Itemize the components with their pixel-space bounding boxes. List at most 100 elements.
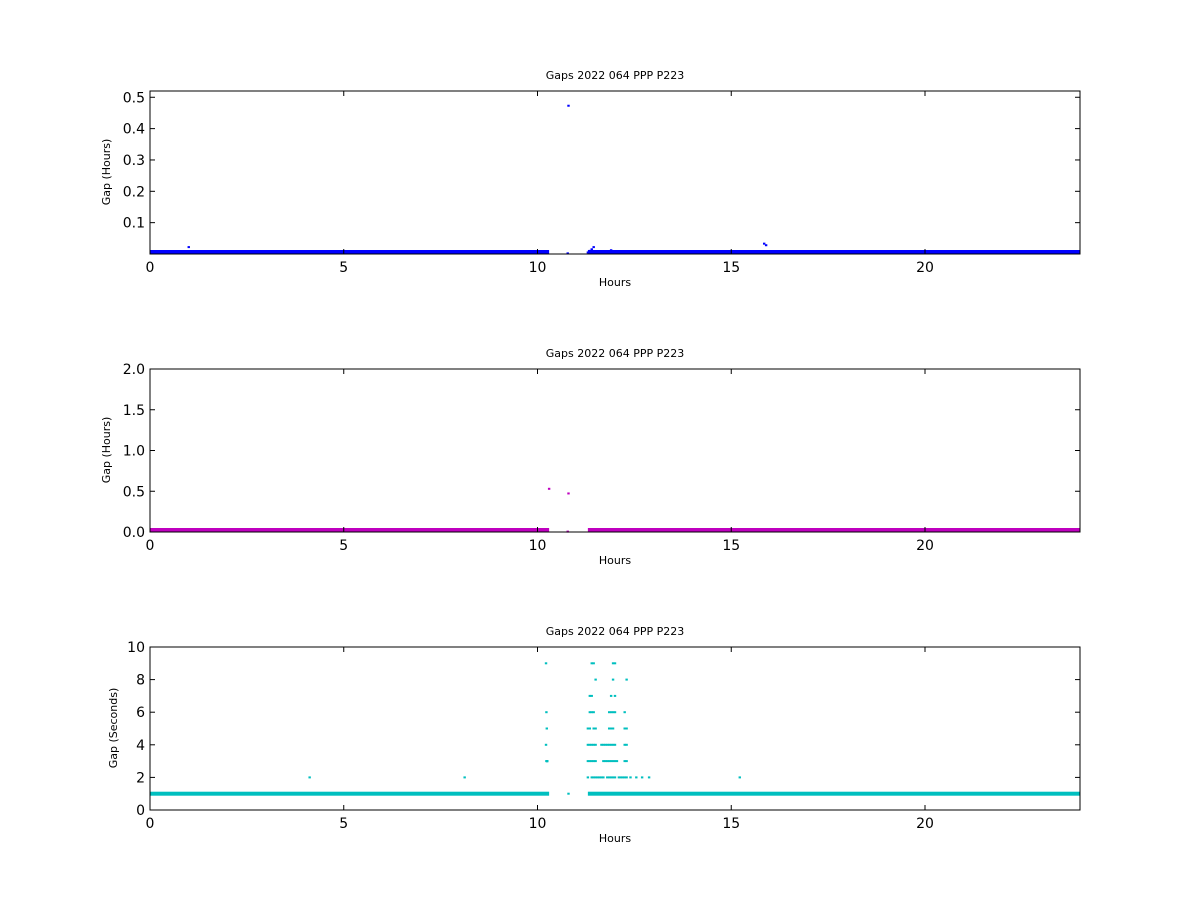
y-tick-label: 1.5: [123, 403, 145, 419]
chart-panel-1: Gaps 2022 064 PPP P223 Hours Gap (Hours)…: [100, 69, 1081, 289]
chart-title-1: Gaps 2022 064 PPP P223: [546, 69, 684, 82]
plot-frame-3: [149, 646, 1081, 811]
data-point: [629, 776, 632, 779]
data-point: [590, 760, 593, 763]
y-axis-label-3: Gap (Seconds): [107, 688, 120, 769]
data-point: [635, 776, 638, 779]
data-point: [607, 776, 611, 779]
data-point: [625, 727, 628, 730]
data-point: [609, 711, 613, 714]
baseline-band-2-2: [587, 528, 1080, 532]
data-point: [606, 760, 609, 763]
x-tick-label: 0: [146, 538, 155, 554]
chart-title-2: Gaps 2022 064 PPP P223: [546, 347, 684, 360]
x-tick-label: 20: [916, 260, 934, 276]
data-point: [625, 250, 628, 253]
data-point: [598, 776, 601, 779]
y-tick-label: 6: [136, 705, 145, 721]
data-point: [567, 104, 570, 107]
data-point: [613, 694, 617, 697]
data-point: [764, 528, 768, 531]
data-point: [611, 678, 615, 681]
data-point: [567, 492, 570, 495]
data-point: [594, 678, 597, 681]
data-point: [617, 776, 621, 779]
data-point: [613, 743, 617, 746]
data-point: [545, 760, 549, 763]
data-point: [592, 743, 595, 746]
data-point: [625, 776, 628, 779]
data-point: [609, 760, 613, 763]
y-tick-label: 2.0: [123, 362, 145, 378]
y-axis-label-2: Gap (Hours): [100, 417, 113, 484]
data-point: [611, 776, 615, 779]
data-point: [623, 743, 626, 746]
data-point: [613, 776, 617, 779]
data-point: [586, 743, 590, 746]
data-point: [762, 242, 766, 245]
data-point: [623, 776, 626, 779]
x-axis-label-3: Hours: [599, 832, 631, 845]
data-point: [611, 727, 615, 730]
data-point: [594, 760, 597, 763]
data-point: [609, 530, 613, 533]
data-point: [604, 760, 607, 763]
y-tick-label: 0.3: [123, 153, 145, 169]
data-point: [588, 694, 592, 697]
data-point: [611, 760, 615, 763]
y-tick-label: 0.5: [123, 484, 145, 500]
data-point: [621, 776, 624, 779]
data-point: [609, 776, 613, 779]
data-point: [623, 711, 626, 714]
x-tick-label: 10: [529, 260, 547, 276]
data-point: [625, 678, 628, 681]
data-point: [544, 743, 548, 746]
baseline-band-3-2: [587, 791, 1080, 796]
axis-ticks-3: 0 5 10 15 20 0 2 4 6 8 10: [127, 640, 1080, 832]
data-point: [592, 760, 595, 763]
data-point: [611, 743, 615, 746]
data-point: [592, 711, 595, 714]
baseline-band-1-1: [150, 250, 550, 254]
data-point: [607, 727, 611, 730]
data-point: [623, 760, 626, 763]
x-tick-label: 0: [146, 816, 155, 832]
y-tick-label: 8: [136, 673, 145, 689]
y-tick-label: 0: [136, 803, 145, 819]
data-point: [623, 727, 626, 730]
data-point: [606, 743, 609, 746]
data-point: [602, 743, 605, 746]
chart-panel-3: Gaps 2022 064 PPP P223 Hours Gap (Second…: [107, 625, 1081, 845]
y-tick-label: 0.1: [123, 216, 145, 232]
data-point: [613, 711, 617, 714]
data-point: [586, 251, 590, 254]
data-point: [625, 760, 628, 763]
plot-frame-2: [149, 368, 1081, 533]
data-point: [607, 760, 611, 763]
y-tick-label: 1.0: [123, 444, 145, 460]
baseline-band-2-1: [150, 528, 550, 532]
plot-frame-1: [149, 90, 1081, 255]
y-tick-label: 10: [127, 640, 145, 656]
data-marks-1: [150, 104, 1080, 255]
y-tick-label: 2: [136, 770, 145, 786]
y-tick-label: 0.5: [123, 90, 145, 106]
x-tick-label: 15: [722, 260, 740, 276]
data-point: [590, 694, 593, 697]
x-tick-label: 0: [146, 260, 155, 276]
data-point: [596, 776, 599, 779]
x-tick-label: 20: [916, 816, 934, 832]
y-axis-label-1: Gap (Hours): [100, 139, 113, 206]
data-point: [600, 743, 603, 746]
data-point: [588, 249, 592, 252]
data-point: [625, 743, 628, 746]
data-point: [592, 662, 595, 665]
data-point: [586, 760, 590, 763]
chart-panel-2: Gaps 2022 064 PPP P223 Hours Gap (Hours)…: [100, 347, 1081, 567]
data-point: [602, 776, 605, 779]
data-point: [604, 743, 607, 746]
data-point: [463, 776, 466, 779]
data-point: [544, 662, 548, 665]
data-point: [640, 776, 644, 779]
data-point: [613, 251, 617, 254]
